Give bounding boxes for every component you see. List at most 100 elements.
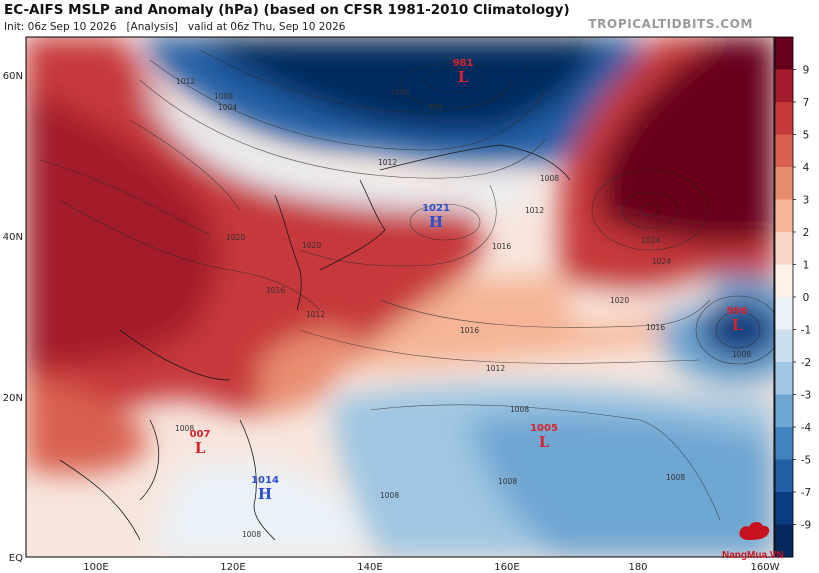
contour-label: 1012 (306, 310, 325, 319)
isobar-1020-west (39, 159, 211, 236)
center-value: 1005 (530, 423, 558, 434)
lat-tick-40n: 40N (3, 232, 23, 243)
low-981: 981 L (453, 58, 474, 86)
lat-tick-60n: 60N (3, 71, 23, 82)
colorbar: 9 7 5 4 3 2 1 0 -1 -2 -3 -4 -5 -7 -9 (774, 36, 812, 558)
colorbar-swatches (775, 37, 793, 558)
low-symbol: L (458, 68, 469, 86)
center-value: 996 (727, 306, 748, 317)
isobar-1016-west (59, 199, 321, 311)
lon-tick-140e: 140E (357, 562, 382, 573)
low-symbol: L (195, 439, 206, 457)
isobar-1008-north (139, 79, 546, 179)
isobar-1012-band (299, 329, 701, 364)
contour-label: 1008 (214, 92, 233, 101)
coast-kamchatka (379, 144, 571, 181)
center-value: 1014 (251, 475, 279, 486)
coast-philippines (239, 419, 276, 541)
coastlines (59, 144, 571, 541)
low-symbol: L (732, 316, 743, 334)
isobar-1028-ring (621, 191, 679, 229)
blob-white-channel (560, 280, 720, 320)
contour-label: 1008 (242, 530, 261, 539)
contour-label: 1020 (302, 241, 321, 250)
contour-label: 1008 (510, 405, 529, 414)
contour-label: 1012 (378, 158, 397, 167)
isobar-1024-west (129, 119, 241, 211)
colorbar-label: 9 (803, 65, 810, 77)
colorbar-label: 1 (803, 260, 810, 272)
coast-korea (274, 194, 302, 311)
analysis-tag: [Analysis] (126, 21, 178, 33)
colorbar-label: 4 (803, 162, 810, 174)
cloud-icon (739, 521, 770, 540)
contour-label: 1004 (218, 103, 237, 112)
map-title: EC-AIFS MSLP and Anomaly (hPa) (based on… (4, 2, 570, 18)
center-value: 981 (453, 58, 474, 69)
colorbar-label: 2 (803, 227, 810, 239)
colorbar-label: -4 (801, 422, 812, 434)
anomaly-blobs (26, 37, 774, 557)
isobar-1008-south (369, 404, 721, 521)
coast-vietnam (139, 419, 160, 501)
valid-time: valid at 06z Thu, Sep 10 2026 (187, 21, 346, 33)
contour-label: 1016 (460, 326, 479, 335)
anomaly-field (26, 37, 774, 557)
colorbar-label: 0 (803, 292, 810, 304)
lon-tick-160e: 160E (494, 562, 519, 573)
colorbar-swatch (775, 264, 793, 298)
colorbar-swatch (775, 459, 793, 493)
colorbar-swatch (775, 102, 793, 135)
isobar-992-ring (399, 62, 511, 108)
isobar-1008-low (695, 295, 774, 365)
lon-axis: 100E 120E 140E 160E 180 160W (83, 562, 779, 573)
contour-label: 1008 (666, 473, 685, 482)
contour-label: 1012 (525, 206, 544, 215)
center-value: 007 (190, 429, 211, 440)
colorbar-swatch (775, 134, 793, 168)
colorbar-label: -1 (801, 325, 811, 337)
high-symbol: H (258, 485, 272, 503)
lon-tick-100e: 100E (83, 562, 108, 573)
blob-indochina (26, 380, 150, 474)
contour-label: 1016 (492, 242, 511, 251)
colorbar-label: -3 (801, 390, 811, 402)
colorbar-swatch (775, 69, 793, 103)
contour-label: 1016 (266, 286, 285, 295)
contour-label: 1008 (732, 350, 751, 359)
low-symbol: L (539, 433, 550, 451)
colorbar-swatch (775, 199, 793, 233)
lon-tick-180: 180 (628, 562, 647, 573)
contour-label: 1008 (498, 477, 517, 486)
blob-east-china-sea (260, 329, 360, 412)
lon-tick-120e: 120E (220, 562, 245, 573)
high-1014: 1014 H (251, 475, 279, 503)
colorbar-swatch (775, 167, 793, 200)
colorbar-label: -5 (801, 455, 811, 467)
colorbar-label: 7 (803, 97, 810, 109)
center-value: 1021 (422, 203, 450, 214)
colorbar-swatch (775, 362, 793, 395)
colorbar-swatch (775, 37, 793, 70)
contour-label: 1024 (652, 257, 671, 266)
low-996: 996 L (727, 306, 748, 334)
pressure-centers: 981 L 1021 H 996 L 007 L 1005 L 1014 H (190, 58, 748, 503)
isobar-984-ring (424, 67, 486, 93)
contour-label: 992 (428, 103, 443, 112)
colorbar-swatch (775, 232, 793, 265)
colorbar-label: -2 (801, 357, 811, 369)
colorbar-swatch (775, 297, 793, 330)
contour-label: 1020 (610, 296, 629, 305)
low-007: 007 L (190, 429, 211, 457)
brand-label: TROPICALTIDBITS.COM (588, 17, 753, 31)
contour-label: 1020 (226, 233, 245, 242)
coast-japan (319, 179, 386, 271)
isobar-1016-band (379, 299, 711, 328)
init-time: Init: 06z Sep 10 2026 (4, 21, 117, 33)
colorbar-labels: 9 7 5 4 3 2 1 0 -1 -2 -3 -4 -5 -7 -9 (793, 65, 812, 532)
contour-label: 1008 (175, 424, 194, 433)
isobar-1032-ring (639, 203, 661, 217)
contour-label: 1012 (486, 364, 505, 373)
lat-tick-20n: 20N (3, 393, 23, 404)
